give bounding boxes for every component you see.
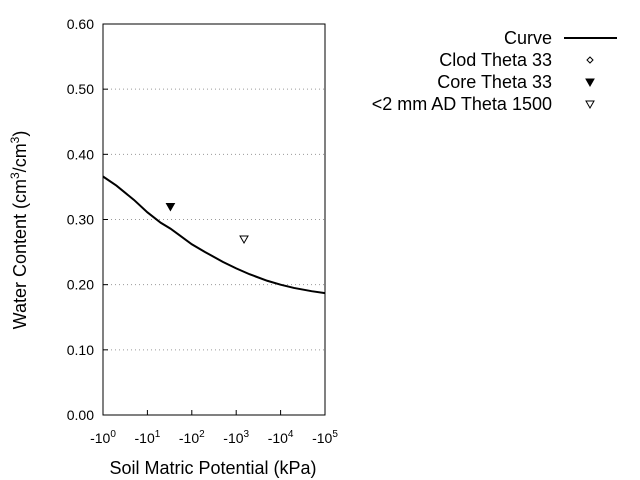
legend-swatch-marker	[586, 56, 594, 64]
y-tick-label: 0.20	[67, 277, 94, 293]
legend-label: Curve	[504, 28, 552, 48]
x-axis-title: Soil Matric Potential (kPa)	[109, 458, 316, 478]
legend-swatch-marker	[585, 100, 595, 110]
y-axis: 0.00 0.10 0.20 0.30 0.40 0.50 0.60	[67, 16, 108, 423]
legend-label: Clod Theta 33	[439, 50, 552, 70]
legend-label: <2 mm AD Theta 1500	[372, 94, 552, 114]
x-tick-label: -100	[90, 429, 116, 446]
x-tick-label-exponent: 4	[288, 429, 294, 440]
x-tick-label-base: -10	[179, 430, 199, 446]
x-tick-label-exponent: 3	[244, 429, 250, 440]
y-tick-label: 0.50	[67, 81, 94, 97]
x-axis: -100 -101 -102 -103 -104 -105	[90, 410, 338, 446]
x-tick-label: -102	[179, 429, 205, 446]
y-tick-label: 0.10	[67, 342, 94, 358]
x-tick-label-base: -10	[90, 430, 110, 446]
y-axis-title-superscript: 3	[8, 172, 22, 179]
y-axis-title-part: )	[10, 131, 30, 137]
series-line-curve	[102, 175, 326, 295]
y-axis-title-part: /cm	[10, 143, 30, 172]
x-tick-label: -103	[223, 429, 249, 446]
x-tick-label-exponent: 1	[155, 429, 161, 440]
y-axis-title-part: Water Content (cm	[10, 179, 30, 329]
y-tick-label: 0.60	[67, 16, 94, 32]
plot-area	[102, 175, 326, 295]
legend-label: Core Theta 33	[437, 72, 552, 92]
x-tick-label-base: -10	[312, 430, 332, 446]
x-tick-label-base: -10	[223, 430, 243, 446]
y-axis-title-superscript: 3	[8, 136, 22, 143]
x-tick-label-base: -10	[268, 430, 288, 446]
x-tick-label: -101	[135, 429, 161, 446]
x-tick-label-exponent: 0	[110, 429, 116, 440]
x-tick-label-base: -10	[135, 430, 155, 446]
x-tick-label: -104	[268, 429, 294, 446]
data-point	[165, 202, 176, 212]
y-axis-title: Water Content (cm3/cm3)	[8, 131, 30, 330]
x-tick-label-exponent: 2	[199, 429, 205, 440]
gridlines	[103, 88, 325, 351]
y-tick-label: 0.40	[67, 146, 94, 162]
y-tick-label: 0.30	[67, 212, 94, 228]
x-tick-label: -105	[312, 429, 338, 446]
x-tick-label-exponent: 5	[332, 429, 338, 440]
y-tick-label: 0.00	[67, 407, 94, 423]
data-point	[239, 235, 249, 245]
legend-swatch-marker	[585, 78, 595, 88]
